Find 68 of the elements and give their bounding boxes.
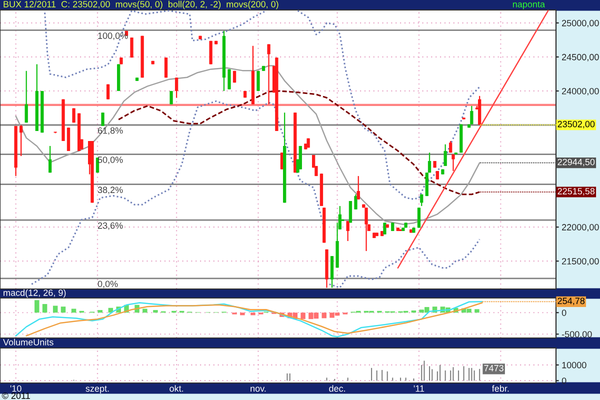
candlestick [48, 145, 52, 174]
chart-title: VolumeUnits [3, 338, 54, 346]
candlestick [356, 175, 360, 200]
bar [474, 309, 480, 313]
candlestick [101, 112, 104, 127]
x-tick-label: '10 [10, 385, 22, 392]
candlestick [346, 220, 350, 242]
bar [142, 308, 148, 313]
candlestick [364, 207, 368, 252]
candlestick [354, 194, 358, 210]
candlestick [20, 124, 23, 157]
candlestick [164, 57, 168, 78]
candlestick [417, 207, 421, 228]
candlestick [24, 70, 28, 124]
candlestick [228, 68, 231, 90]
bar [322, 312, 326, 318]
candlestick [348, 200, 352, 224]
candlestick [170, 90, 173, 105]
candlestick [66, 127, 70, 152]
bar [250, 312, 256, 316]
text: © 2011 [2, 392, 30, 399]
bar [240, 312, 245, 316]
chart-title: macd(12, 26, 9) [4, 289, 66, 298]
x-tick-label: '11 [414, 385, 424, 392]
annotation: 23502,00 [558, 120, 595, 128]
annotation: 100,0% [98, 32, 128, 40]
bar [34, 300, 40, 313]
annotation: 38,2% [98, 186, 123, 194]
x-tick-label: nov. [250, 386, 266, 392]
bar [98, 310, 103, 313]
bar [42, 304, 48, 313]
candlestick [470, 105, 474, 125]
annotation: 61,8% [98, 127, 123, 135]
y-tick-label: -500,00 [562, 331, 592, 339]
candlestick [383, 222, 386, 235]
x-tick-label: dec. [329, 385, 345, 392]
candlestick [256, 70, 260, 92]
bar [300, 312, 306, 320]
annotation: 22515,58 [558, 188, 595, 196]
candlestick [298, 145, 302, 170]
candlestick [106, 84, 110, 100]
candlestick [130, 37, 134, 58]
bar [52, 306, 58, 313]
y-tick-label: 24000,00 [562, 88, 599, 96]
annotation: 23,6% [98, 222, 123, 230]
x-tick-label: szept. [86, 386, 109, 394]
candlestick [452, 154, 455, 172]
y-tick-label: 25000,00 [562, 20, 599, 28]
candlestick [174, 77, 178, 98]
candlestick [267, 44, 270, 105]
candlestick [444, 144, 447, 167]
bar [60, 306, 66, 313]
candlestick [330, 256, 334, 288]
annotation: 22944,50 [558, 158, 595, 166]
annotation: 7473 [484, 364, 504, 372]
chart-title: BUX 12/2011 C: 23502,00 movs(50, 0) boll(20, 2, -2) movs(200, 0) [4, 0, 278, 10]
y-tick-label: 0 [562, 310, 566, 316]
y-tick-label: 24500,00 [562, 54, 599, 62]
y-tick-label: 10000 [562, 362, 586, 368]
text: naponta [512, 2, 546, 10]
y-tick-label: 22000,00 [562, 224, 599, 232]
y-tick-label: 21500,00 [562, 258, 599, 266]
annotation: 254,78 [558, 298, 585, 306]
candlestick [96, 157, 100, 174]
x-tick-label: okt. [170, 385, 183, 392]
annotation: 0,0% [98, 280, 118, 288]
x-tick-label: febr. [492, 385, 509, 392]
bar [153, 310, 158, 313]
